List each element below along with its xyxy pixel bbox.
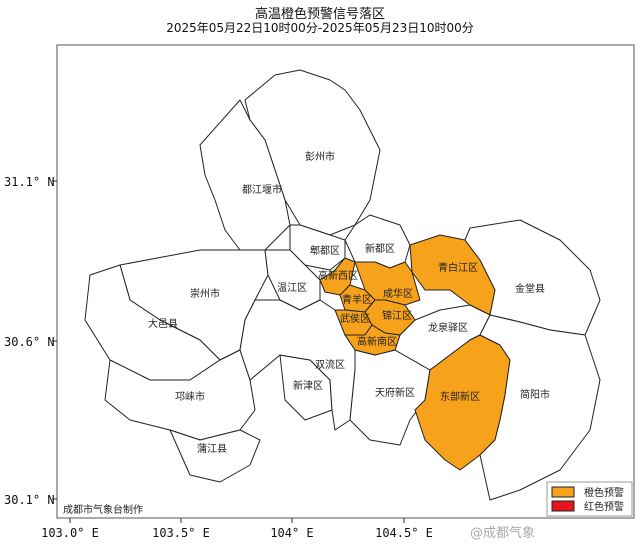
district-label: 金堂县 bbox=[515, 282, 545, 295]
district-label: 东部新区 bbox=[440, 390, 480, 403]
district-label: 蒲江县 bbox=[197, 442, 227, 455]
district-label: 温江区 bbox=[277, 282, 307, 294]
lat-ticks: 31.1° N 30.6° N 30.1° N bbox=[4, 175, 57, 507]
district-label: 彭州市 bbox=[305, 150, 335, 163]
legend-swatch-red bbox=[551, 500, 575, 512]
district-16 bbox=[479, 314, 601, 501]
district-label: 高新西区 bbox=[318, 269, 358, 282]
district-label: 青白江区 bbox=[438, 261, 478, 274]
district-label: 高新南区 bbox=[357, 335, 397, 348]
district-label: 都江堰市 bbox=[242, 183, 282, 196]
legend-label: 橙色预警 bbox=[584, 486, 624, 499]
map-title: 高温橙色预警信号落区 bbox=[254, 7, 385, 22]
lon-ticks: 103.0° E 103.5° E 104° E 104.5° E bbox=[41, 518, 433, 540]
district-label: 双流区 bbox=[315, 358, 345, 371]
map-frame bbox=[56, 44, 635, 519]
map-subtitle: 2025年05月22日10时00分-2025年05月23日10时00分 bbox=[166, 21, 474, 35]
district-label: 简阳市 bbox=[520, 388, 550, 401]
credit-text: 成都市气象台制作 bbox=[63, 503, 143, 516]
district-10 bbox=[169, 429, 261, 483]
lat-tick: 30.6° N bbox=[4, 335, 55, 349]
lon-tick: 104° E bbox=[270, 526, 313, 540]
legend-swatch-orange bbox=[551, 486, 575, 498]
district-label: 邛崃市 bbox=[175, 390, 205, 403]
lon-tick: 104.5° E bbox=[375, 526, 433, 540]
district-label: 崇州市 bbox=[190, 287, 220, 300]
district-label: 龙泉驿区 bbox=[428, 321, 468, 334]
district-label: 锦江区 bbox=[382, 309, 412, 322]
district-label: 天府新区 bbox=[375, 386, 415, 399]
district-label: 武侯区 bbox=[340, 312, 370, 325]
lon-tick: 103.5° E bbox=[152, 526, 210, 540]
district-label: 青羊区 bbox=[342, 293, 372, 306]
lon-tick: 103.0° E bbox=[41, 526, 99, 540]
district-label: 新都区 bbox=[365, 242, 395, 255]
district-22 bbox=[344, 324, 401, 356]
lat-tick: 31.1° N bbox=[4, 175, 55, 189]
lat-tick: 30.1° N bbox=[4, 493, 55, 507]
watermark: @成都气象 bbox=[470, 525, 535, 541]
district-label: 大邑县 bbox=[148, 317, 178, 330]
district-9 bbox=[104, 349, 256, 441]
legend: 橙色预警 红色预警 bbox=[546, 481, 633, 517]
district-17 bbox=[319, 257, 356, 296]
district-label: 成华区 bbox=[383, 287, 413, 300]
legend-label: 红色预警 bbox=[584, 500, 624, 513]
district-label: 新津区 bbox=[293, 379, 323, 392]
district-label: 郫都区 bbox=[310, 244, 340, 257]
